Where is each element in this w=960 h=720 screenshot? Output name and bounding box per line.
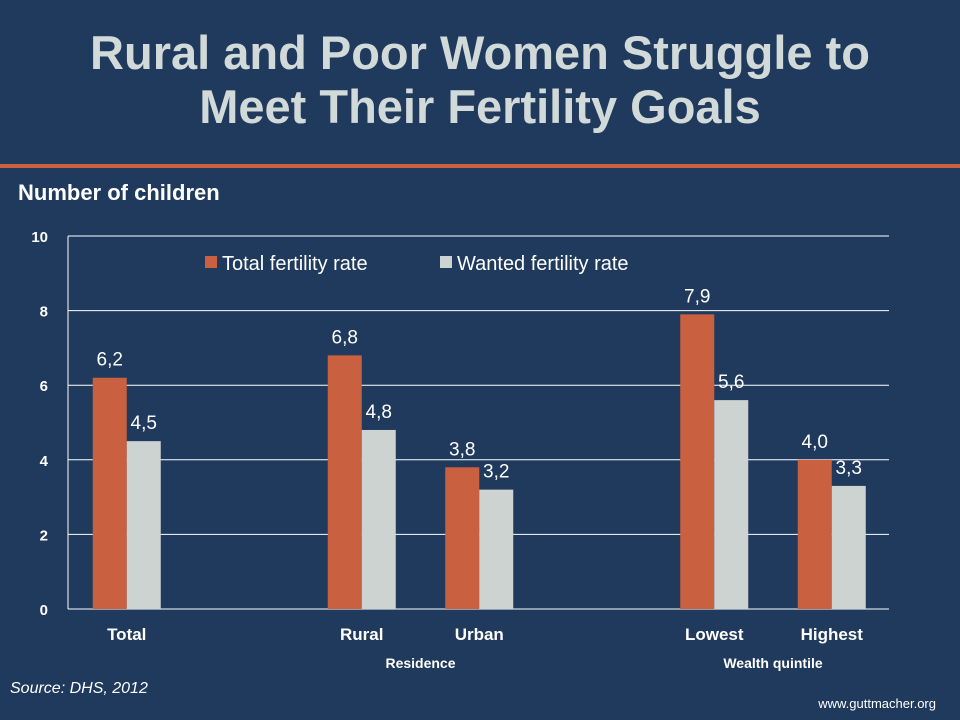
legend-label-total: Total fertility rate xyxy=(222,253,368,275)
legend-swatch-total xyxy=(205,256,217,268)
y-tick-label: 4 xyxy=(40,453,49,470)
title-line-2: Meet Their Fertility Goals xyxy=(199,80,761,133)
group-label-residence: Residence xyxy=(385,655,455,671)
data-label: 4,5 xyxy=(131,413,157,434)
x-tick-label-rural: Rural xyxy=(340,625,383,644)
x-tick-label-highest: Highest xyxy=(801,625,864,644)
y-tick-label: 2 xyxy=(40,527,48,544)
bar-rural-wanted xyxy=(361,429,396,609)
bar-total-wanted xyxy=(126,441,161,609)
data-label: 3,8 xyxy=(449,439,475,460)
y-tick-label: 6 xyxy=(40,378,48,395)
bar-highest-wanted xyxy=(831,485,866,609)
slide-title: Rural and Poor Women Struggle to Meet Th… xyxy=(0,26,960,134)
y-axis-label: Number of children xyxy=(18,180,220,205)
data-label: 4,0 xyxy=(802,432,828,453)
data-label: 5,6 xyxy=(718,372,744,393)
x-tick-label-total: Total xyxy=(107,625,146,644)
data-label: 6,2 xyxy=(97,350,123,371)
legend-swatch-wanted xyxy=(440,256,452,268)
data-label: 3,2 xyxy=(483,462,509,483)
x-tick-label-urban: Urban xyxy=(455,625,504,644)
title-divider xyxy=(0,164,960,168)
title-line-1: Rural and Poor Women Struggle to xyxy=(90,26,870,79)
source-note: Source: DHS, 2012 xyxy=(10,680,148,697)
bar-lowest-wanted xyxy=(714,400,749,609)
bar-urban-total xyxy=(445,467,480,609)
y-tick-label: 0 xyxy=(40,602,48,619)
website-link[interactable]: www.guttmacher.org xyxy=(818,696,936,711)
bar-total-total xyxy=(92,377,127,609)
bar-highest-total xyxy=(797,459,832,609)
bar-urban-wanted xyxy=(479,489,514,609)
bar-rural-total xyxy=(327,355,362,609)
data-label: 6,8 xyxy=(332,327,358,348)
bar-lowest-total xyxy=(680,314,715,609)
group-label-wealth-quintile: Wealth quintile xyxy=(723,655,823,671)
data-label: 7,9 xyxy=(684,286,710,307)
data-label: 3,3 xyxy=(836,458,862,479)
y-tick-label: 10 xyxy=(31,229,48,246)
x-tick-label-lowest: Lowest xyxy=(685,625,744,644)
y-tick-label: 8 xyxy=(40,304,48,321)
legend-label-wanted: Wanted fertility rate xyxy=(457,253,629,275)
data-label: 4,8 xyxy=(366,402,392,423)
